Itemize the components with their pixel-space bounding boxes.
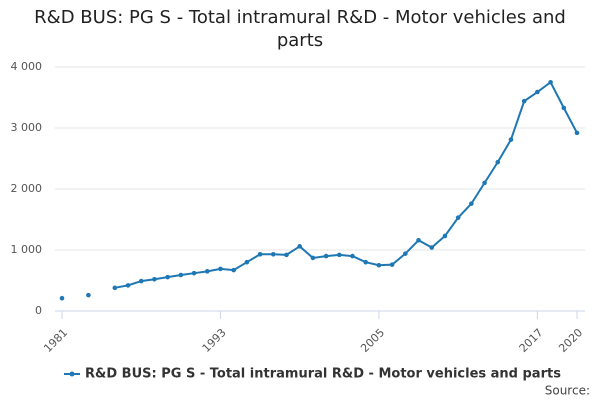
legend-label: R&D BUS: PG S - Total intramural R&D - M… (85, 367, 561, 382)
y-tick-label: 0 (35, 304, 42, 317)
data-point (323, 253, 329, 259)
data-point (297, 244, 302, 249)
data-point (59, 295, 65, 301)
series-line (114, 80, 578, 289)
data-point (521, 98, 527, 104)
data-point (152, 276, 157, 282)
data-point (376, 262, 382, 268)
data-point (574, 130, 580, 136)
x-tick-label: 2020 (556, 326, 585, 355)
data-point (482, 180, 487, 186)
data-point (231, 267, 236, 273)
x-tick-label: 2017 (517, 326, 546, 355)
data-point (125, 283, 131, 288)
data-point (204, 269, 210, 274)
legend-marker (69, 371, 75, 377)
y-tick-label: 3 000 (11, 121, 43, 134)
data-point (535, 89, 540, 95)
data-point (244, 259, 250, 265)
data-point (86, 292, 91, 298)
data-point (310, 255, 316, 261)
data-point (284, 252, 289, 258)
data-point (218, 266, 223, 272)
data-point (508, 137, 514, 142)
data-point (455, 215, 461, 220)
data-point (165, 274, 170, 280)
data-point (548, 79, 553, 85)
data-point (469, 201, 474, 206)
data-point (495, 159, 501, 165)
data-point (389, 262, 395, 267)
data-point (429, 245, 435, 250)
y-tick-label: 2 000 (11, 182, 43, 195)
data-point (257, 251, 263, 257)
data-point (178, 272, 184, 278)
x-tick-label: 2005 (358, 326, 387, 355)
data-point (561, 105, 567, 111)
data-point (363, 259, 369, 265)
y-tick-label: 4 000 (11, 60, 43, 73)
x-tick-label: 1993 (200, 326, 229, 355)
source: Source: (545, 384, 590, 398)
data-point (403, 251, 408, 256)
y-tick-label: 1 000 (11, 243, 43, 256)
chart-title: R&D BUS: PG S - Total intramural R&D - M… (34, 7, 566, 51)
data-point (138, 278, 144, 284)
data-point (191, 270, 197, 276)
data-point (112, 285, 118, 291)
data-point (350, 253, 355, 259)
x-tick-label: 1981 (41, 326, 70, 355)
data-point (442, 233, 448, 239)
data-point (337, 252, 342, 258)
data-point (416, 237, 421, 243)
data-point (270, 251, 276, 257)
